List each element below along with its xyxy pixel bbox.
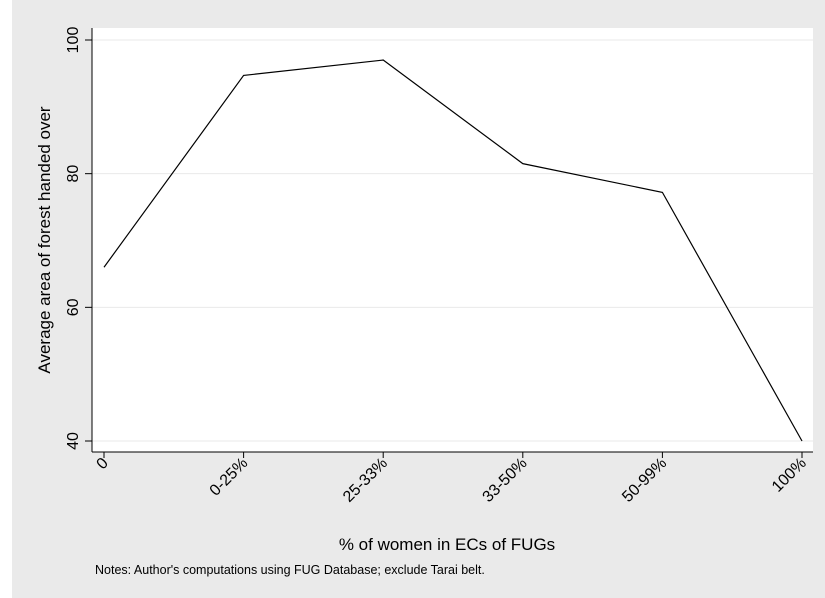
x-tick-label: 0-25%: [207, 455, 252, 500]
x-tick-label: 33-50%: [480, 455, 531, 506]
x-tick-label: 50-99%: [619, 455, 670, 506]
series-layer: [103, 59, 803, 442]
y-axis-title: Average area of forest handed over: [35, 106, 54, 373]
axes: [85, 28, 813, 458]
x-axis-title: % of women in ECs of FUGs: [339, 535, 555, 554]
y-tick-label: 40: [65, 432, 82, 450]
chart-note: Notes: Author's computations using FUG D…: [95, 563, 485, 577]
x-tick-label: 0: [94, 455, 112, 473]
grid-lines: [92, 39, 813, 442]
x-tick-label: 25-33%: [340, 455, 391, 506]
y-tick-label: 100: [65, 27, 82, 54]
x-tick-label: 100%: [769, 455, 810, 496]
y-tick-label: 80: [65, 165, 82, 183]
series-line-0: [103, 59, 803, 442]
y-tick-label: 60: [65, 298, 82, 316]
plot-area: [92, 28, 813, 452]
